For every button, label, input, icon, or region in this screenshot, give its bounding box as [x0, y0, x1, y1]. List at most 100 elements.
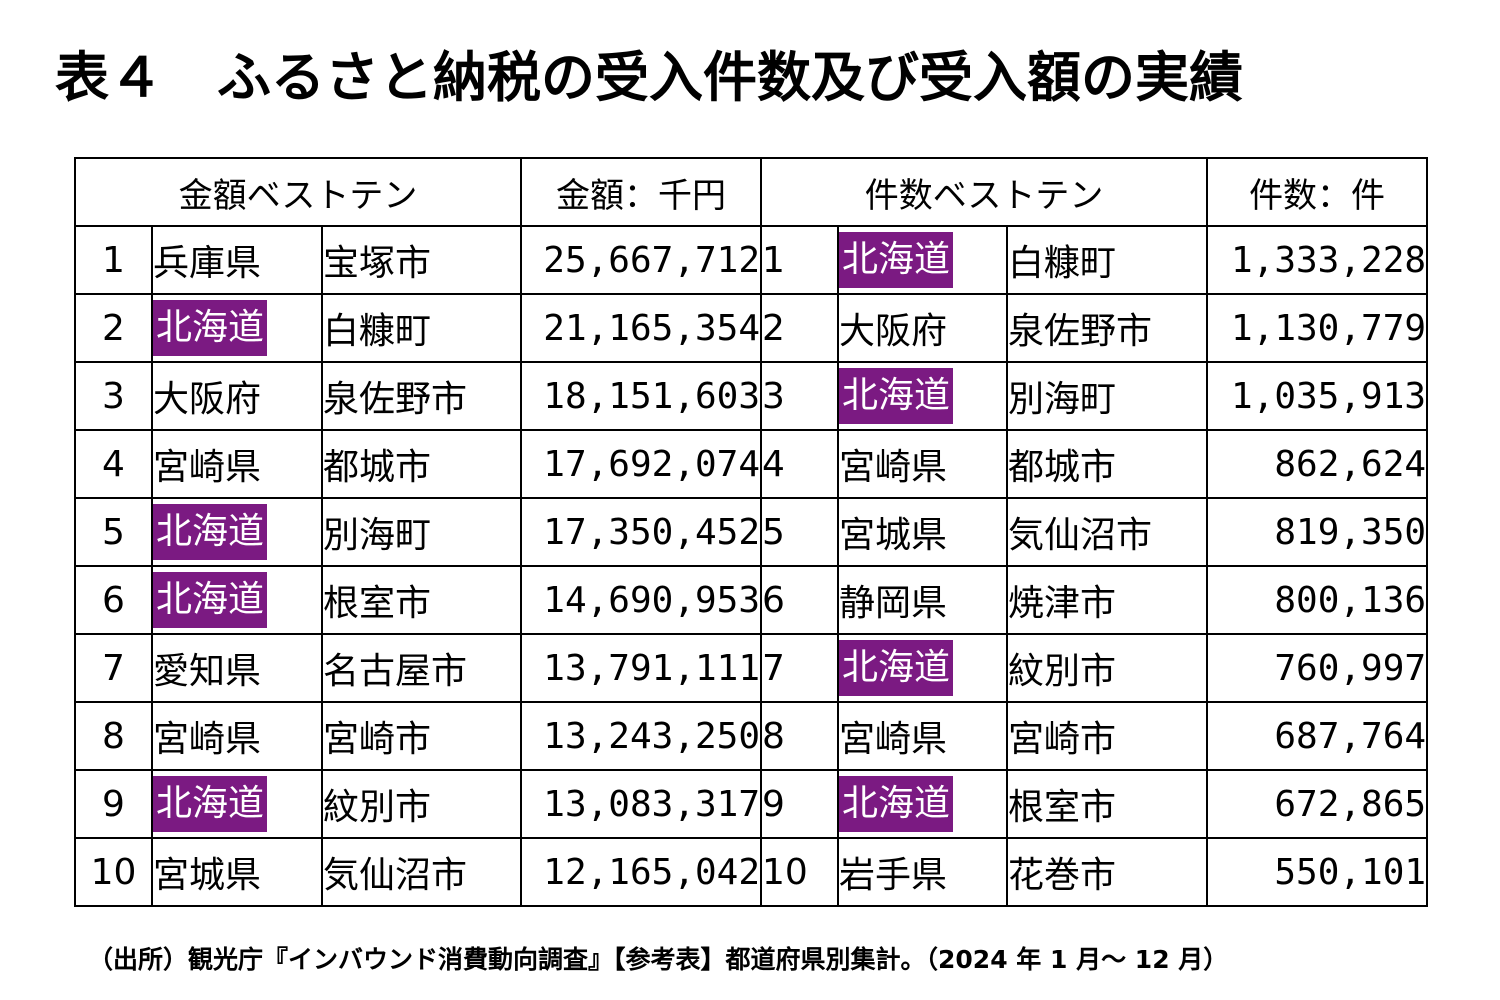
- count-value-cell: 1,333,228: [1206, 225, 1429, 295]
- count-prefecture-cell: 宮城県: [837, 497, 1009, 567]
- count-rank-cell: 1: [760, 225, 840, 295]
- amount-rank-cell: 7: [74, 633, 153, 703]
- table-row: 3 大阪府 泉佐野市 18,151,603 3 北海道 別海町 1,035,913: [74, 361, 1429, 431]
- count-unit-header: 件数：件: [1206, 157, 1429, 227]
- amount-value-cell: 21,165,354: [520, 293, 763, 363]
- count-rank: 5: [762, 511, 785, 553]
- amount-prefecture: 宮城県: [153, 855, 262, 896]
- amount-city: 宝塚市: [323, 243, 432, 284]
- amount-rank-cell: 1: [74, 225, 153, 295]
- amount-rank-cell: 9: [74, 769, 153, 839]
- table-row: 1 兵庫県 宝塚市 25,667,712 1 北海道 白糠町 1,333,228: [74, 225, 1429, 295]
- count-rank-cell: 5: [760, 497, 840, 567]
- amount-rank: 1: [102, 239, 125, 281]
- amount-prefecture-cell: 宮崎県: [151, 429, 323, 499]
- count-prefecture-cell: 宮崎県: [837, 429, 1009, 499]
- count-rank-cell: 8: [760, 701, 840, 771]
- count-rank: 6: [762, 579, 785, 621]
- amount-unit-header: 金額：千円: [520, 157, 763, 227]
- amount-prefecture: 北海道: [154, 572, 268, 628]
- amount-prefecture-cell: 愛知県: [151, 633, 323, 703]
- amount-prefecture-cell: 北海道: [151, 769, 323, 839]
- amount-prefecture: 北海道: [154, 300, 268, 356]
- amount-rank: 9: [102, 783, 125, 825]
- amount-city-cell: 紋別市: [320, 769, 523, 839]
- count-rank: 9: [762, 783, 785, 825]
- amount-rank-cell: 6: [74, 565, 153, 635]
- count-rank: 7: [762, 647, 785, 689]
- count-city: 紋別市: [1008, 651, 1117, 692]
- count-prefecture: 北海道: [840, 368, 954, 424]
- count-prefecture: 宮城県: [839, 515, 948, 556]
- count-rank-cell: 3: [760, 361, 840, 431]
- amount-value: 12,165,042: [543, 851, 761, 893]
- count-city: 宮崎市: [1008, 719, 1117, 760]
- amount-rank-cell: 5: [74, 497, 153, 567]
- amount-prefecture: 北海道: [154, 504, 268, 560]
- amount-prefecture: 兵庫県: [153, 243, 262, 284]
- amount-rank: 6: [102, 579, 125, 621]
- amount-value: 21,165,354: [543, 307, 761, 349]
- amount-rank-cell: 10: [74, 837, 153, 907]
- count-top10-header: 件数ベストテン: [760, 157, 1209, 227]
- amount-value: 13,083,317: [543, 783, 761, 825]
- amount-value: 17,692,074: [543, 443, 761, 485]
- count-city-cell: 宮崎市: [1006, 701, 1209, 771]
- count-value: 550,101: [1274, 851, 1427, 893]
- table-row: 10 宮城県 気仙沼市 12,165,042 10 岩手県 花巻市 550,101: [74, 837, 1429, 907]
- amount-city-cell: 白糠町: [320, 293, 523, 363]
- amount-top10-header: 金額ベストテン: [73, 157, 523, 227]
- amount-prefecture: 宮崎県: [153, 447, 262, 488]
- count-city: 花巻市: [1008, 855, 1117, 896]
- count-value-cell: 550,101: [1206, 837, 1429, 907]
- count-rank: 2: [762, 307, 785, 349]
- count-value: 672,865: [1274, 783, 1427, 825]
- amount-value-cell: 14,690,953: [520, 565, 763, 635]
- amount-city-cell: 気仙沼市: [320, 837, 523, 907]
- count-prefecture-cell: 北海道: [837, 361, 1009, 431]
- count-value: 1,130,779: [1230, 307, 1427, 349]
- count-value-cell: 1,130,779: [1206, 293, 1429, 363]
- count-city-cell: 根室市: [1006, 769, 1209, 839]
- count-city: 根室市: [1008, 787, 1117, 828]
- amount-prefecture: 愛知県: [153, 651, 262, 692]
- count-prefecture: 岩手県: [839, 855, 948, 896]
- count-value-cell: 800,136: [1206, 565, 1429, 635]
- amount-value: 13,243,250: [543, 715, 761, 757]
- amount-value-cell: 18,151,603: [520, 361, 763, 431]
- count-rank-cell: 7: [760, 633, 840, 703]
- amount-rank: 3: [102, 375, 125, 417]
- amount-prefecture-cell: 宮城県: [151, 837, 323, 907]
- count-city: 焼津市: [1008, 583, 1117, 624]
- table-row: 4 宮崎県 都城市 17,692,074 4 宮崎県 都城市 862,624: [74, 429, 1429, 499]
- table-row: 2 北海道 白糠町 21,165,354 2 大阪府 泉佐野市 1,130,779: [74, 293, 1429, 363]
- count-value: 1,035,913: [1230, 375, 1427, 417]
- count-prefecture-cell: 宮崎県: [837, 701, 1009, 771]
- amount-city: 宮崎市: [323, 719, 432, 760]
- count-prefecture-cell: 北海道: [837, 225, 1009, 295]
- count-value: 1,333,228: [1230, 239, 1427, 281]
- count-prefecture-cell: 大阪府: [837, 293, 1009, 363]
- amount-value: 17,350,452: [543, 511, 761, 553]
- count-city: 気仙沼市: [1008, 515, 1153, 556]
- count-rank-cell: 4: [760, 429, 840, 499]
- count-city-cell: 紋別市: [1006, 633, 1209, 703]
- ranking-table: 金額ベストテン 金額：千円 件数ベストテン 件数：件 1 兵庫県 宝塚市 25,667…: [73, 157, 1429, 907]
- count-rank-cell: 10: [760, 837, 840, 907]
- amount-prefecture-cell: 宮崎県: [151, 701, 323, 771]
- count-value-cell: 819,350: [1206, 497, 1429, 567]
- count-rank-cell: 2: [760, 293, 840, 363]
- table-row: 5 北海道 別海町 17,350,452 5 宮城県 気仙沼市 819,350: [74, 497, 1429, 567]
- amount-value-cell: 12,165,042: [520, 837, 763, 907]
- count-city: 都城市: [1008, 447, 1117, 488]
- count-value: 760,997: [1274, 647, 1427, 689]
- amount-rank: 10: [90, 851, 137, 893]
- amount-prefecture: 北海道: [154, 776, 268, 832]
- count-prefecture: 大阪府: [839, 311, 948, 352]
- count-city-cell: 焼津市: [1006, 565, 1209, 635]
- count-value-cell: 760,997: [1206, 633, 1429, 703]
- amount-rank: 2: [102, 307, 125, 349]
- count-value: 819,350: [1274, 511, 1427, 553]
- amount-value-cell: 13,243,250: [520, 701, 763, 771]
- amount-city-cell: 別海町: [320, 497, 523, 567]
